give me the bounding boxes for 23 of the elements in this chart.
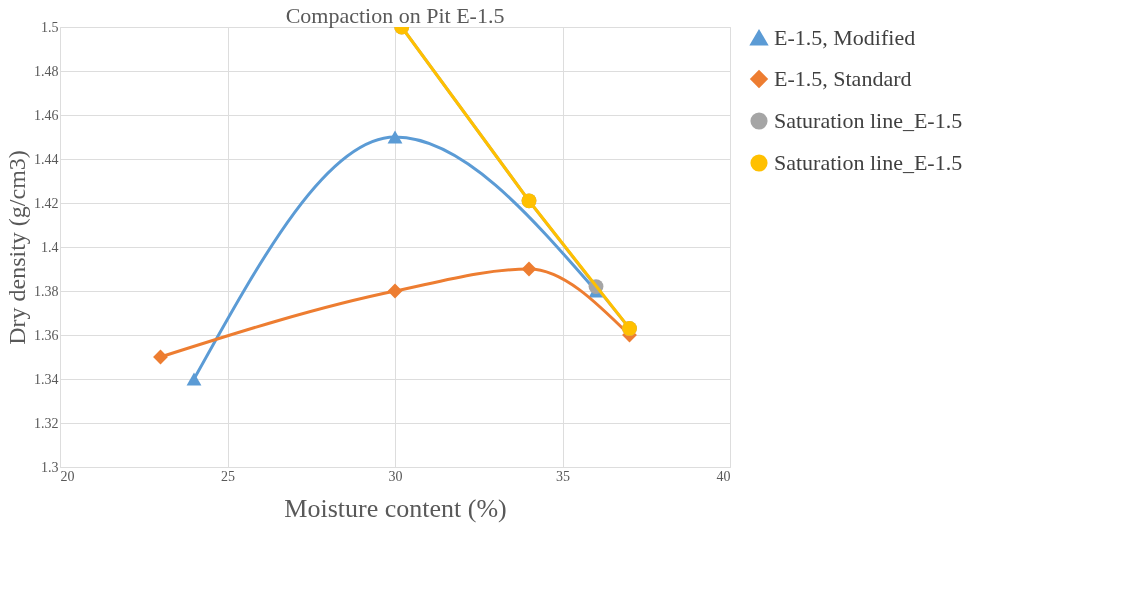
legend-label: Saturation line_E-1.5 [774, 108, 963, 133]
y-tick-label: 1.5 [41, 19, 59, 35]
y-tick-label: 1.38 [34, 283, 59, 299]
y-axis-title: Dry density (g/cm3) [4, 150, 30, 345]
y-tick-label: 1.4 [41, 239, 59, 255]
x-tick-label: 35 [556, 468, 570, 484]
x-tick-label: 40 [716, 468, 731, 484]
legend-label: E-1.5, Standard [774, 66, 912, 91]
y-tick-label: 1.46 [34, 107, 59, 123]
y-tick-label: 1.42 [34, 195, 59, 211]
y-tick-label: 1.32 [34, 415, 59, 431]
x-tick-label: 30 [388, 468, 403, 484]
x-axis-title: Moisture content (%) [284, 493, 507, 523]
y-tick-label: 1.34 [34, 371, 59, 387]
legend-label: E-1.5, Modified [774, 25, 916, 50]
y-tick-label: 1.48 [34, 63, 59, 79]
legend-label: Saturation line_E-1.5 [774, 150, 963, 175]
chart-title: Compaction on Pit E-1.5 [285, 3, 505, 28]
y-tick-label: 1.36 [34, 327, 59, 343]
x-tick-label: 20 [60, 468, 75, 484]
x-tick-label: 25 [221, 468, 235, 484]
y-tick-label: 1.3 [41, 459, 59, 475]
y-tick-label: 1.44 [34, 151, 59, 167]
